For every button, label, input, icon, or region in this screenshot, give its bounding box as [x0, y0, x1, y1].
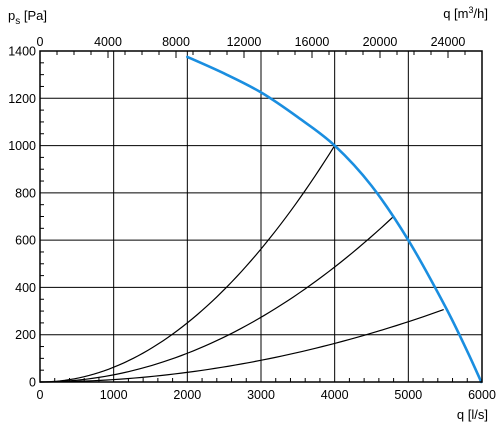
x2-tick-labels: 0 4000 8000 12000 16000 20000 24000	[37, 35, 466, 49]
y-tick-label: 1400	[8, 45, 36, 59]
x-tick-label: 6000	[468, 388, 496, 402]
x-tick-label: 2000	[173, 388, 201, 402]
y-tick-label: 800	[15, 186, 36, 200]
x-tick-label: 5000	[394, 388, 422, 402]
y-tick-label: 200	[15, 328, 36, 342]
y-tick-label: 1200	[8, 92, 36, 106]
x2-tick-label: 12000	[227, 35, 262, 49]
fan-curve	[186, 55, 483, 384]
x2-axis-title: q [m3/h]	[443, 5, 488, 21]
x2-tick-label: 4000	[94, 35, 122, 49]
y-tick-label: 400	[15, 281, 36, 295]
plot-frame	[39, 50, 483, 383]
x2-tick-label: 0	[37, 35, 44, 49]
x2-tick-label: 24000	[431, 35, 466, 49]
x-tick-label: 1000	[100, 388, 128, 402]
x-tick-label: 3000	[247, 388, 275, 402]
system-curve-1	[39, 145, 336, 383]
x2-tick-label: 20000	[363, 35, 398, 49]
system-curve-3	[39, 309, 444, 383]
x2-tick-label: 8000	[162, 35, 190, 49]
gridlines	[40, 51, 482, 382]
system-curve-2	[39, 215, 395, 383]
x-axis-title: q [l/s]	[457, 407, 488, 422]
y-axis-title: ps [Pa]	[8, 8, 47, 27]
x2-tick-label: 16000	[295, 35, 330, 49]
y-tick-labels: 0 200 400 600 800 1000 1200 1400	[8, 45, 36, 390]
curves	[39, 55, 483, 384]
y-tick-label: 1000	[8, 139, 36, 153]
x-tick-label: 4000	[321, 388, 349, 402]
x-tick-labels: 0 1000 2000 3000 4000 5000 6000	[37, 388, 496, 402]
x-tick-label: 0	[37, 388, 44, 402]
y-tick-label: 0	[29, 376, 36, 390]
y-tick-label: 600	[15, 234, 36, 248]
